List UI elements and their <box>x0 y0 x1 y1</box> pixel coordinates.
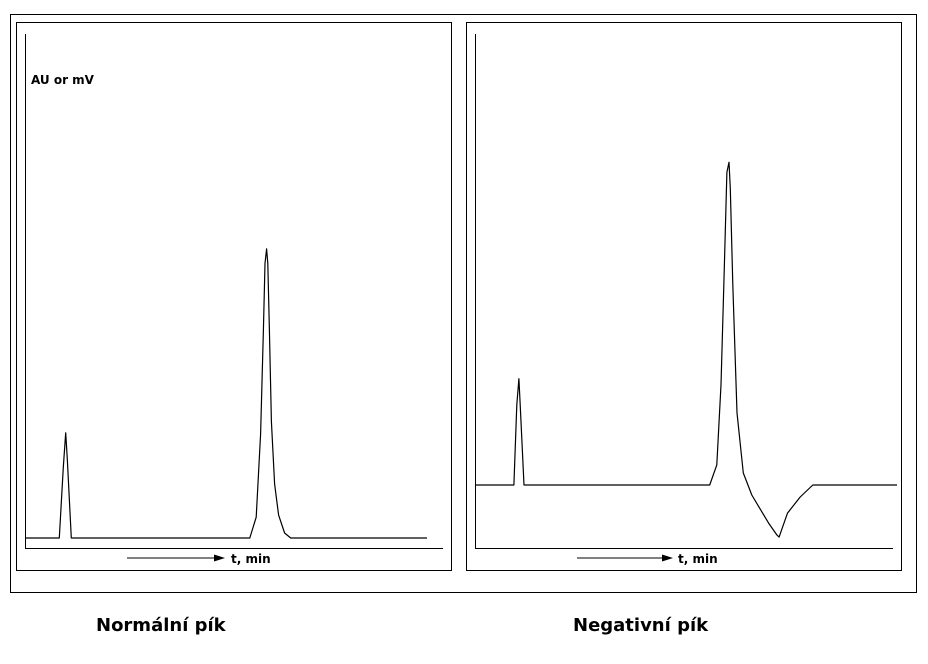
chromatogram-trace-negative <box>476 161 897 538</box>
caption-negative-peak: Negativní pík <box>573 615 709 636</box>
x-axis-label: t, min <box>231 552 271 566</box>
y-axis-label: AU or mV <box>31 73 95 87</box>
chromatogram-trace-normal <box>26 248 427 539</box>
chart-panel-negative: t, min <box>466 22 902 571</box>
outer-frame <box>10 14 917 593</box>
time-arrow-head <box>214 554 225 562</box>
time-arrow-head <box>662 554 673 562</box>
x-axis-label: t, min <box>678 552 718 566</box>
panel-frame <box>466 22 902 571</box>
panel-frame <box>16 22 452 571</box>
chart-panel-normal: AU or mV t, min <box>16 22 452 571</box>
caption-normal-peak: Normální pík <box>96 615 226 636</box>
